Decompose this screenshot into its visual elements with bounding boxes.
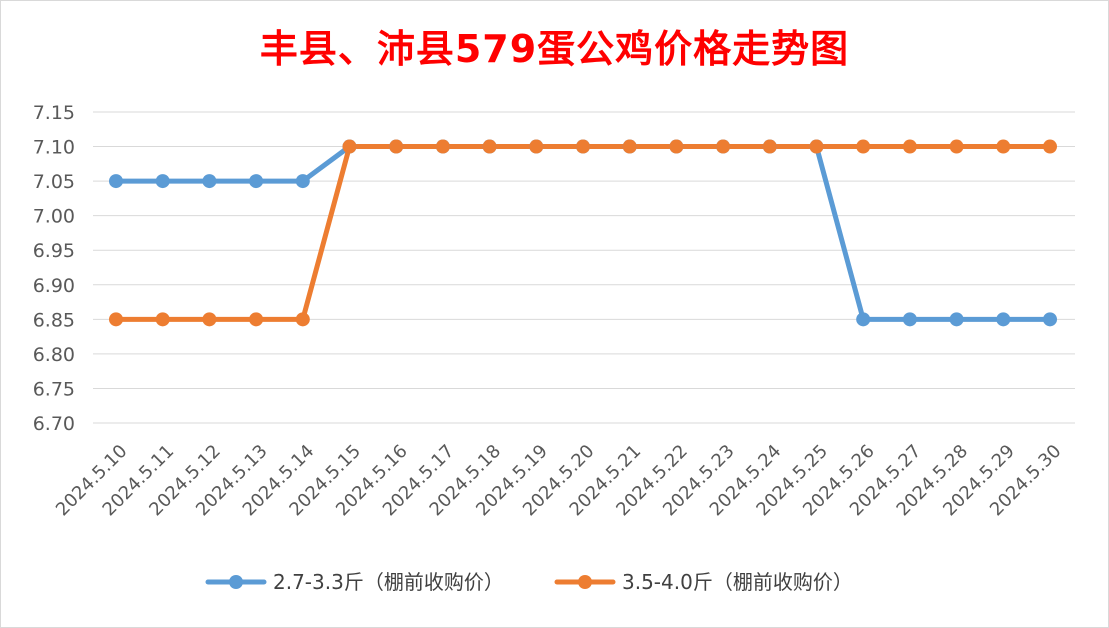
series-2-point	[762, 139, 777, 154]
series-2-point	[949, 139, 964, 154]
series-1-point	[202, 174, 217, 189]
legend: 2.7-3.3斤（棚前收购价） 3.5-4.0斤（棚前收购价）	[205, 570, 853, 594]
series-1-point	[249, 174, 264, 189]
series-line-2	[113, 144, 1053, 322]
legend-marker	[229, 575, 243, 589]
legend-marker	[578, 575, 592, 589]
series-2-point	[109, 312, 123, 327]
series-1-point	[155, 174, 170, 189]
series-2-point	[482, 139, 497, 154]
series-1-point	[996, 312, 1011, 327]
y-tick-label: 6.95	[33, 240, 75, 262]
series-2-point	[249, 312, 264, 327]
legend-label: 3.5-4.0斤（棚前收购价）	[622, 570, 853, 594]
series-1-point	[1043, 312, 1057, 327]
series-2-point	[529, 139, 544, 154]
series-2-point	[809, 139, 824, 154]
series-2-point	[856, 139, 871, 154]
series-2-point	[669, 139, 684, 154]
gridlines	[93, 111, 1075, 424]
series-2-point	[622, 139, 637, 154]
series-1-point	[856, 312, 871, 327]
series-points	[109, 139, 1057, 327]
series-lines	[113, 144, 1053, 322]
series-2-point	[902, 139, 917, 154]
y-tick-label: 6.80	[33, 344, 75, 366]
y-tick-label: 7.00	[33, 206, 75, 228]
series-2-point	[155, 312, 170, 327]
y-tick-label: 6.90	[33, 275, 75, 297]
series-2-point	[295, 312, 310, 327]
series-2-point	[576, 139, 590, 154]
y-axis-tick-labels: 6.70 6.75 6.80 6.85 6.90 6.95 7.00 7.05 7.10 7.15	[33, 102, 75, 435]
y-tick-label: 6.70	[33, 413, 75, 435]
y-tick-label: 7.15	[33, 102, 75, 124]
series-1-point	[949, 312, 964, 327]
series-2-point	[1043, 139, 1057, 154]
series-1-point	[902, 312, 917, 327]
series-2-point	[435, 139, 450, 154]
series-2-point	[342, 139, 357, 154]
series-2-point	[716, 139, 731, 154]
y-tick-label: 6.75	[33, 378, 75, 400]
chart-title: 丰县、沛县579蛋公鸡价格走势图	[259, 27, 850, 71]
series-1-point	[109, 174, 123, 189]
y-tick-label: 6.85	[33, 309, 75, 331]
series-2-point	[389, 139, 404, 154]
series-2-point	[202, 312, 217, 327]
x-axis-tick-labels: 2024.5.102024.5.112024.5.122024.5.132024…	[52, 441, 1066, 521]
y-tick-label: 7.10	[33, 137, 75, 159]
legend-item-2: 3.5-4.0斤（棚前收购价）	[554, 570, 853, 594]
series-line-1	[113, 144, 1053, 322]
series-2-point	[996, 139, 1011, 154]
legend-label: 2.7-3.3斤（棚前收购价）	[273, 570, 504, 594]
legend-item-1: 2.7-3.3斤（棚前收购价）	[205, 570, 504, 594]
y-tick-label: 7.05	[33, 171, 75, 193]
series-1-point	[295, 174, 310, 189]
